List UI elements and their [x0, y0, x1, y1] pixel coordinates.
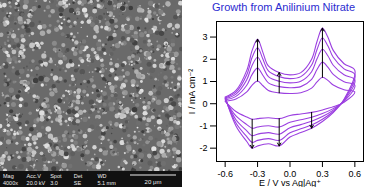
svg-text:0: 0 — [202, 99, 207, 109]
svg-text:Mag: Mag — [3, 173, 14, 179]
svg-text:WD: WD — [97, 173, 106, 179]
svg-text:20.0 kV: 20.0 kV — [27, 180, 46, 186]
svg-text:2: 2 — [202, 54, 207, 64]
svg-text:-2: -2 — [199, 143, 207, 153]
svg-text:20 μm: 20 μm — [145, 179, 162, 185]
svg-text:5.1 mm: 5.1 mm — [97, 180, 116, 186]
svg-text:SE: SE — [74, 180, 82, 186]
svg-text:4000x: 4000x — [3, 180, 18, 186]
svg-text:-0.6: -0.6 — [217, 169, 233, 179]
svg-text:E / V vs Ag|Ag⁺: E / V vs Ag|Ag⁺ — [259, 178, 321, 187]
svg-text:Det: Det — [74, 173, 83, 179]
svg-text:3: 3 — [202, 32, 207, 42]
svg-text:-0.3: -0.3 — [249, 168, 266, 179]
svg-text:1: 1 — [202, 76, 207, 86]
svg-text:Spot: Spot — [50, 173, 62, 179]
svg-text:I / mA cm⁻²: I / mA cm⁻² — [187, 69, 197, 114]
html-text:Growth from Anilinium Nitrate: Growth from Anilinium Nitrate — [212, 1, 355, 13]
svg-text:3.0: 3.0 — [50, 180, 58, 186]
svg-text:Acc.V: Acc.V — [27, 173, 42, 179]
svg-text:0.3: 0.3 — [316, 168, 329, 179]
svg-text:0.0: 0.0 — [283, 168, 297, 179]
svg-text:-1: -1 — [199, 121, 207, 131]
svg-text:0.6: 0.6 — [349, 169, 362, 179]
